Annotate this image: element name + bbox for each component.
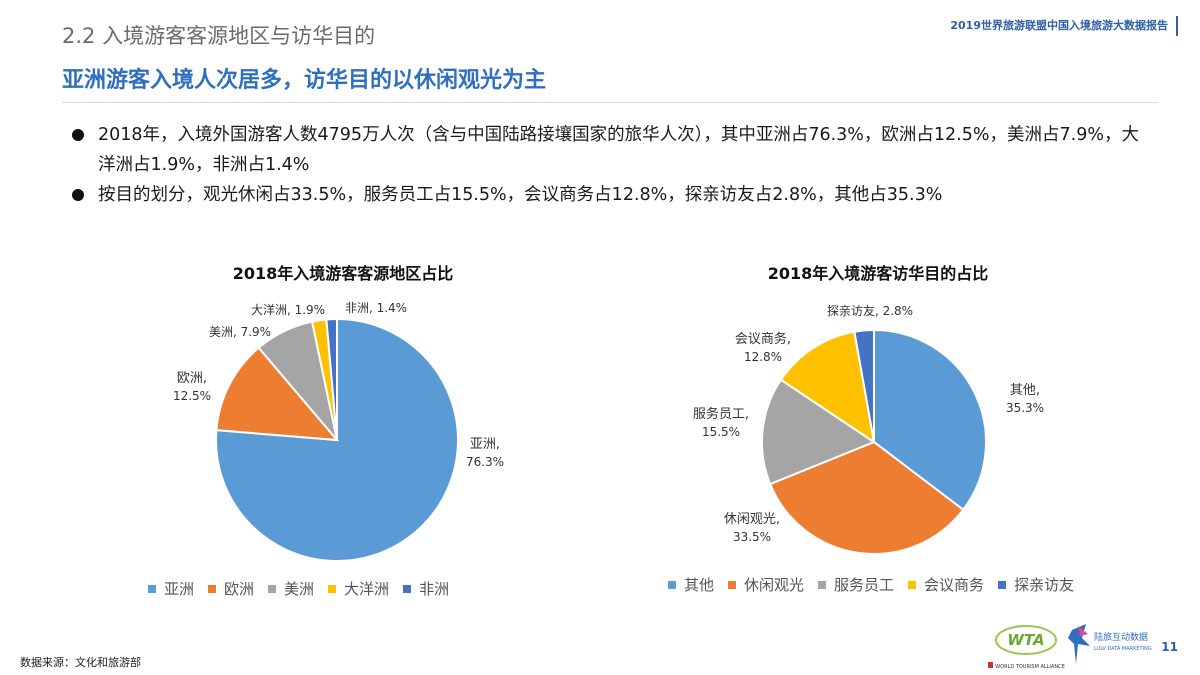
wta-logo: WTA WORLD TOURISM ALLIANCE <box>988 625 1065 670</box>
bullet-text-2: 按目的划分，观光休闲占33.5%，服务员工占15.5%，会议商务占12.8%，探… <box>98 185 943 205</box>
pie-slice-1-2 <box>215 346 340 442</box>
bullet-item-2: 按目的划分，观光休闲占33.5%，服务员工占15.5%，会议商务占12.8%，探… <box>72 180 1142 210</box>
legend-swatch-icon <box>998 580 1007 589</box>
legend-swatch-icon <box>728 580 737 589</box>
section-title: 2.2 入境游客客源地区与访华目的 <box>62 24 376 48</box>
legend-item: 其他 <box>668 574 714 595</box>
pie-slice-2-3 <box>761 378 877 486</box>
slice-category-label: 其他, <box>1010 383 1040 398</box>
slice-value-label: 33.5% <box>733 530 771 544</box>
slice-value-label: 35.3% <box>1006 401 1044 415</box>
pie-slice-2-5 <box>853 328 875 443</box>
legend-item: 亚洲 <box>148 578 194 599</box>
chart-legend-region: 亚洲 欧洲 美洲 大洋洲 非洲 <box>148 578 463 599</box>
legend-label: 其他 <box>684 576 715 594</box>
wta-logo-text: WTA <box>1007 631 1044 649</box>
legend-label: 大洋洲 <box>344 580 390 598</box>
legend-label: 非洲 <box>419 580 450 598</box>
legend-item: 欧洲 <box>208 578 254 599</box>
pie-slice-1-4 <box>310 318 338 441</box>
data-source: 数据来源：文化和旅游部 <box>20 656 141 669</box>
legend-swatch-icon <box>403 584 412 593</box>
legend-item: 非洲 <box>403 578 449 599</box>
chart-legend-purpose: 其他 休闲观光 服务员工 会议商务 探亲访友 <box>668 574 1088 595</box>
pie-slice-2-1 <box>873 328 987 512</box>
chart-title-purpose: 2018年入境游客访华目的占比 <box>767 264 989 283</box>
legend-swatch-icon <box>148 584 156 593</box>
bullet-text-1: 2018年，入境外国游客人数4795万人次（含与中国陆路接壤国家的旅华人次），其… <box>98 125 1139 175</box>
pie-slice-2-2 <box>768 440 965 555</box>
slice-category-label: 休闲观光, <box>724 512 780 527</box>
pie-slice-1-1 <box>215 317 459 562</box>
pie-slice-1-5 <box>325 317 338 441</box>
page-headline: 亚洲游客入境人次居多，访华目的以休闲观光为主 <box>62 68 547 93</box>
legend-item: 休闲观光 <box>728 574 804 595</box>
slice-value-label: 12.8% <box>744 350 782 364</box>
bullet-dot-icon <box>72 189 84 201</box>
slice-value-label: 76.3% <box>466 455 504 469</box>
slice-label: 大洋洲, 1.9% <box>251 302 325 317</box>
slice-value-label: 15.5% <box>702 425 740 439</box>
legend-swatch-icon <box>908 580 917 589</box>
pie-slice-2-4 <box>779 330 876 445</box>
legend-item: 会议商务 <box>908 574 984 595</box>
lulv-logo-subtext: LULV DATA MARKETING <box>1094 646 1152 652</box>
chart-title-region: 2018年入境游客客源地区占比 <box>232 264 454 283</box>
legend-item: 探亲访友 <box>998 574 1074 595</box>
slice-category-label: 欧洲, <box>177 371 207 386</box>
header-divider <box>62 102 1158 103</box>
bullet-dot-icon <box>72 129 84 141</box>
legend-swatch-icon <box>328 584 337 593</box>
pie-slice-1-3 <box>257 320 338 441</box>
slice-category-label: 会议商务, <box>735 331 791 347</box>
legend-swatch-icon <box>818 580 827 589</box>
legend-swatch-icon <box>668 580 676 589</box>
legend-label: 亚洲 <box>164 580 195 598</box>
report-name: 2019世界旅游联盟中国入境旅游大数据报告 <box>950 16 1178 36</box>
bullet-list: 2018年，入境外国游客人数4795万人次（含与中国陆路接壤国家的旅华人次），其… <box>72 120 1142 210</box>
slice-label: 美洲, 7.9% <box>209 325 271 339</box>
page-number: 11 <box>1161 640 1178 654</box>
legend-item: 大洋洲 <box>328 578 389 599</box>
bullet-item-1: 2018年，入境外国游客人数4795万人次（含与中国陆路接壤国家的旅华人次），其… <box>72 120 1142 180</box>
slice-value-label: 12.5% <box>173 389 211 403</box>
legend-label: 探亲访友 <box>1014 576 1075 594</box>
lulv-logo: 陆旅互动数据 LULV DATA MARKETING <box>1068 624 1152 664</box>
legend-label: 休闲观光 <box>744 576 805 594</box>
wta-logo-subtext: WORLD TOURISM ALLIANCE <box>995 664 1065 670</box>
slice-label: 非洲, 1.4% <box>345 301 407 315</box>
legend-item: 服务员工 <box>818 574 894 595</box>
lulv-logo-text: 陆旅互动数据 <box>1094 631 1148 643</box>
legend-label: 服务员工 <box>834 576 895 594</box>
legend-swatch-icon <box>208 584 217 593</box>
legend-label: 会议商务 <box>924 576 985 594</box>
legend-label: 欧洲 <box>224 580 255 598</box>
legend-swatch-icon <box>268 584 277 593</box>
slice-label: 探亲访友, 2.8% <box>827 304 913 318</box>
legend-item: 美洲 <box>268 578 314 599</box>
slice-category-label: 服务员工, <box>693 406 749 422</box>
legend-label: 美洲 <box>284 580 315 598</box>
slice-category-label: 亚洲, <box>470 437 500 452</box>
